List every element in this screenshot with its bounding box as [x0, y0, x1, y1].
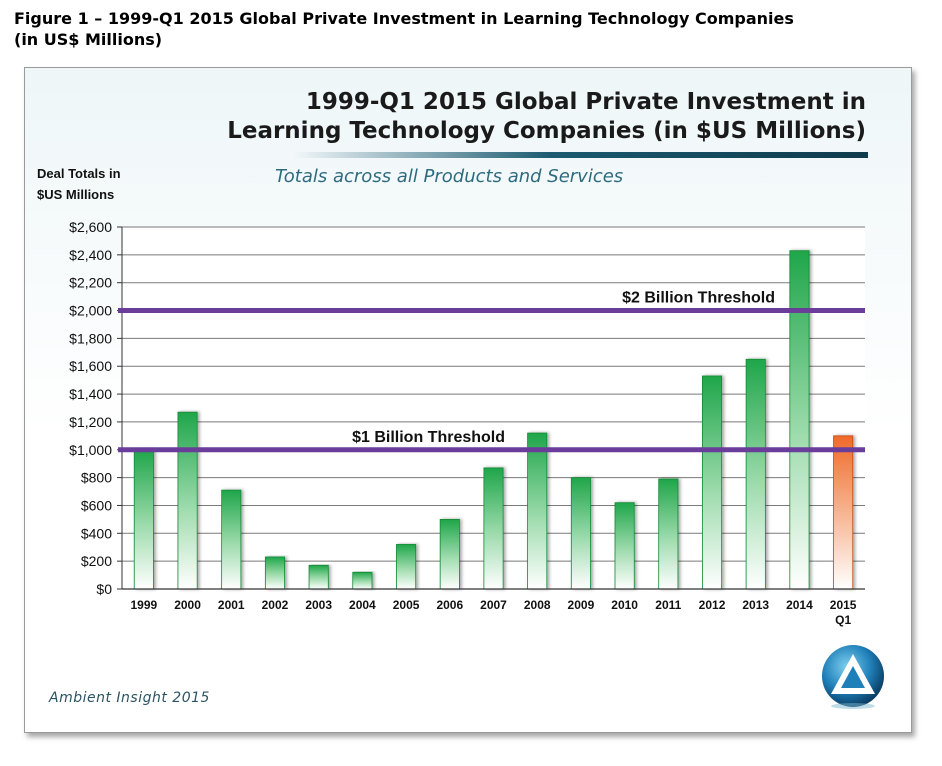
y-tick-label: $1,800: [69, 330, 112, 346]
bar-2002: [264, 556, 285, 590]
bar-2000: [177, 411, 198, 590]
x-tick-label: 2015: [830, 598, 857, 612]
chart-panel: 1999-Q1 2015 Global Private Investment i…: [24, 67, 912, 733]
x-tick-label: 2005: [393, 598, 420, 612]
bar-2013: [745, 358, 766, 590]
y-tick-label: $600: [81, 497, 112, 513]
x-tick-label: 2009: [568, 598, 595, 612]
x-tick-label: 2012: [699, 598, 726, 612]
threshold-label: $2 Billion Threshold: [622, 290, 775, 307]
x-tick-label: 2007: [480, 598, 507, 612]
x-tick-label: 2000: [174, 598, 201, 612]
x-tick-label: 2008: [524, 598, 551, 612]
bar-2010: [614, 502, 635, 590]
bar-2009: [570, 477, 591, 590]
chart-title: 1999-Q1 2015 Global Private Investment i…: [146, 88, 866, 146]
title-underline: [293, 152, 868, 158]
bar-1999: [133, 449, 154, 590]
bar-2007: [483, 467, 504, 590]
y-tick-label: $2,000: [69, 303, 112, 319]
y-tick-label: $200: [81, 553, 112, 569]
figure-caption-line-2: (in US$ Millions): [14, 30, 163, 49]
chart-subtitle: Totals across all Products and Services: [275, 166, 624, 187]
x-tick-label: Q1: [835, 613, 851, 627]
y-tick-label: $800: [81, 470, 112, 486]
plot-area: $0 $200 $400 $600 $800 $1,000 $1,200 $1,400 $1,6…: [69, 219, 865, 627]
y-axis-label: Deal Totals in $US Millions: [37, 163, 157, 205]
chart-title-line-1: 1999-Q1 2015 Global Private Investment i…: [305, 89, 866, 115]
y-tick-label: $2,600: [69, 219, 112, 235]
bar-2008: [527, 432, 548, 590]
bar-2004: [352, 571, 373, 590]
y-tick-label: $1,600: [69, 358, 112, 374]
x-tick-label: 2010: [611, 598, 638, 612]
y-tick-label: $0: [96, 581, 112, 597]
threshold-label: $1 Billion Threshold: [352, 429, 505, 446]
x-tick-label: 2003: [305, 598, 332, 612]
x-tick-label: 2013: [742, 598, 769, 612]
bar-2014: [789, 250, 810, 590]
bar-chart: $0 $200 $400 $600 $800 $1,000 $1,200 $1,400 $1,6…: [69, 219, 865, 627]
triangle-globe-logo-icon: [819, 642, 887, 710]
x-tick-label: 1999: [131, 598, 158, 612]
y-tick-label: $400: [81, 525, 112, 541]
y-axis-label-line-2: $US Millions: [37, 187, 115, 202]
figure-caption-line-1: Figure 1 – 1999-Q1 2015 Global Private I…: [14, 9, 794, 28]
footer-credit: Ambient Insight 2015: [49, 690, 210, 706]
bar-2006: [439, 518, 460, 590]
bar-2011: [658, 478, 679, 590]
y-tick-label: $2,200: [69, 275, 112, 291]
x-tick-label: 2011: [655, 598, 681, 612]
x-tick-label: 2004: [349, 598, 376, 612]
x-tick-label: 2006: [436, 598, 463, 612]
y-tick-label: $1,400: [69, 386, 112, 402]
chart-title-line-2: Learning Technology Companies (in $US Mi…: [227, 118, 866, 144]
figure-caption: Figure 1 – 1999-Q1 2015 Global Private I…: [14, 8, 924, 50]
x-tick-label: 2014: [786, 598, 813, 612]
y-tick-label: $1,000: [69, 442, 112, 458]
bar-2001: [221, 489, 242, 590]
bar-2015-Q1: [833, 435, 854, 590]
y-axis-label-line-1: Deal Totals in: [37, 166, 121, 181]
x-tick-label: 2001: [218, 598, 245, 612]
bar-2003: [308, 564, 329, 590]
bar-2012: [702, 375, 723, 590]
x-tick-label: 2002: [262, 598, 289, 612]
y-tick-label: $1,200: [69, 414, 112, 430]
bar-2005: [396, 544, 417, 590]
y-tick-label: $2,400: [69, 247, 112, 263]
